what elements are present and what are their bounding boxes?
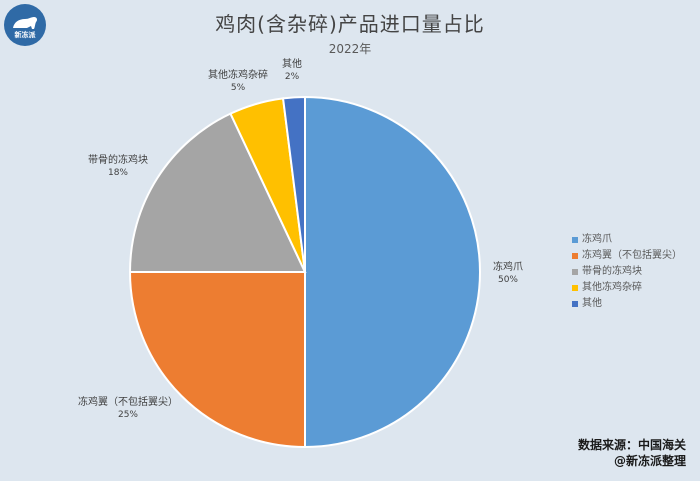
legend-item: 冻鸡爪 (572, 232, 682, 248)
slice-value-label: 5% (231, 83, 246, 93)
pie-slice (281, 95, 306, 273)
chart-legend: 冻鸡爪冻鸡翼（不包括翼尖） 带骨的冻鸡块 其他冻鸡杂碎 其他 (572, 232, 682, 312)
legend-swatch (572, 253, 578, 259)
slice-category-label: 冻鸡爪 (493, 260, 523, 273)
legend-swatch (572, 237, 578, 243)
credit-line: @新冻派整理 (613, 454, 686, 468)
slice-category-label: 冻鸡翼（不包括翼尖） (78, 395, 178, 408)
logo-text: 新冻派 (14, 31, 36, 39)
legend-label: 其他冻鸡杂碎 (582, 282, 642, 293)
legend-swatch (572, 301, 578, 307)
legend-label: 冻鸡爪 (582, 234, 612, 245)
legend-item: 其他冻鸡杂碎 (572, 280, 682, 296)
legend-item: 带骨的冻鸡块 (572, 264, 682, 280)
slice-value-label: 25% (118, 410, 138, 420)
legend-label: 冻鸡翼（不包括翼尖） (582, 250, 682, 261)
polar-bear-icon (13, 17, 38, 29)
chart-title: 鸡肉(含杂碎)产品进口量占比 (215, 12, 485, 36)
legend-item: 冻鸡翼（不包括翼尖） (572, 248, 682, 264)
slice-category-label: 其他 (282, 57, 302, 70)
pie-slice (128, 271, 306, 449)
legend-item: 其他 (572, 296, 682, 312)
pie-slice (304, 95, 481, 449)
brand-logo: 新冻派 (4, 4, 46, 46)
legend-swatch (572, 285, 578, 291)
legend-swatch (572, 269, 578, 275)
legend-label: 带骨的冻鸡块 (582, 266, 642, 277)
legend-label: 其他 (582, 298, 602, 309)
source-note: 数据来源：中国海关 @新冻派整理 (578, 437, 686, 469)
slice-value-label: 18% (108, 168, 128, 178)
slice-category-label: 其他冻鸡杂碎 (208, 68, 268, 81)
source-line: 数据来源：中国海关 (577, 438, 686, 452)
pie-slice (128, 112, 307, 273)
slice-value-label: 2% (285, 72, 300, 82)
slice-category-label: 带骨的冻鸡块 (88, 153, 148, 166)
chart-subtitle: 2022年 (328, 42, 372, 56)
slice-value-label: 50% (498, 275, 518, 285)
